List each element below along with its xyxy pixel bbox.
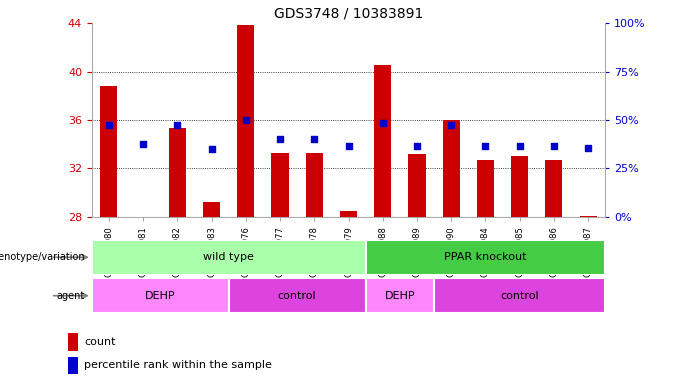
Bar <box>203 202 220 217</box>
Point <box>446 122 457 128</box>
Text: count: count <box>84 337 116 347</box>
Bar <box>68 356 78 374</box>
Point <box>241 117 252 123</box>
Bar <box>237 25 254 217</box>
Bar <box>340 211 357 217</box>
Bar <box>366 240 605 275</box>
Bar <box>443 120 460 217</box>
Text: wild type: wild type <box>203 252 254 262</box>
Point <box>275 136 286 142</box>
Text: genotype/variation: genotype/variation <box>0 252 85 262</box>
Point <box>583 145 594 151</box>
Bar <box>169 129 186 217</box>
Bar <box>434 278 605 313</box>
Bar <box>477 160 494 217</box>
Point <box>514 143 525 149</box>
Text: DEHP: DEHP <box>384 291 415 301</box>
Point <box>309 136 320 142</box>
Text: control: control <box>278 291 316 301</box>
Bar <box>92 278 228 313</box>
Point <box>138 141 149 147</box>
Point <box>343 143 354 149</box>
Bar <box>545 160 562 217</box>
Point <box>411 143 422 149</box>
Point <box>172 122 183 128</box>
Text: agent: agent <box>56 291 85 301</box>
Bar <box>101 86 118 217</box>
Bar <box>511 156 528 217</box>
Text: DEHP: DEHP <box>145 291 175 301</box>
Bar <box>92 240 366 275</box>
Bar <box>228 278 366 313</box>
Point <box>206 146 217 152</box>
Text: control: control <box>500 291 539 301</box>
Bar <box>366 278 434 313</box>
Bar <box>68 333 78 351</box>
Bar <box>579 216 596 217</box>
Text: percentile rank within the sample: percentile rank within the sample <box>84 360 272 370</box>
Title: GDS3748 / 10383891: GDS3748 / 10383891 <box>274 7 423 20</box>
Bar <box>409 154 426 217</box>
Point <box>103 122 114 128</box>
Text: PPAR knockout: PPAR knockout <box>444 252 526 262</box>
Point <box>480 143 491 149</box>
Bar <box>374 65 391 217</box>
Bar <box>306 153 323 217</box>
Point <box>377 120 388 126</box>
Bar <box>271 153 288 217</box>
Point <box>549 143 560 149</box>
